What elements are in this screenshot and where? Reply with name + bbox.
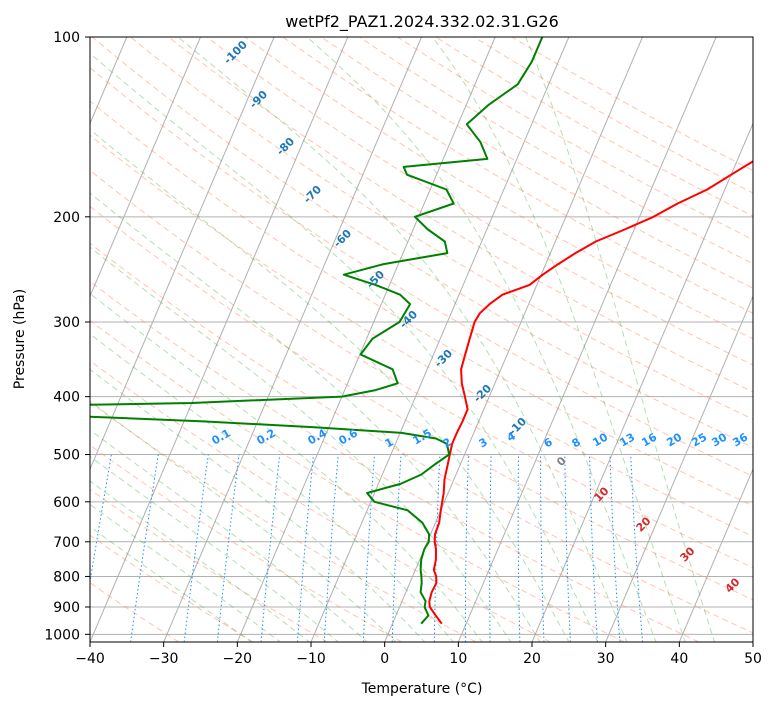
y-tick-label: 1000: [44, 627, 80, 643]
isotherm-line: [310, 37, 570, 642]
dry-adiabat-line: [130, 37, 753, 420]
dry-adiabat-line: [282, 37, 753, 314]
moist-adiabat-line: [90, 333, 455, 642]
y-tick-label: 900: [53, 600, 80, 616]
dry-adiabat-line: [90, 134, 753, 537]
y-tick-label: 500: [53, 448, 80, 464]
isotherm-line: [163, 37, 422, 642]
mixing-ratio-line: [297, 454, 314, 642]
x-axis-label: Temperature (°C): [361, 681, 483, 697]
mixing-ratio-line: [609, 454, 621, 642]
isotherm-line: [457, 37, 717, 642]
moist-adiabat-line: [90, 480, 311, 642]
moist-adiabat-line: [177, 37, 628, 642]
y-tick-label: 100: [53, 30, 80, 46]
dewpoint-line: [90, 37, 544, 625]
moist-adiabat-line: [432, 37, 686, 642]
isotherm-line: [531, 122, 753, 642]
x-tick-label: −20: [223, 651, 253, 667]
moist-adiabat-line: [90, 292, 483, 642]
y-tick-label: 200: [53, 210, 80, 226]
isotherm-line: [384, 37, 643, 642]
moist-adiabat-line: [90, 400, 397, 642]
mixing-ratio-line: [517, 454, 521, 642]
chart-title: wetPf2_PAZ1.2024.332.02.31.G26: [285, 12, 559, 32]
temperature-line: [428, 160, 753, 625]
moist-adiabat-line: [90, 429, 368, 642]
isotherm-line: [90, 37, 349, 642]
moist-adiabat-line: [306, 37, 657, 642]
x-tick-label: −30: [149, 651, 179, 667]
plot-frame: [89, 36, 754, 643]
isotherm-line: [90, 37, 201, 298]
x-tick-label: 20: [523, 651, 541, 667]
y-tick-label: 800: [53, 569, 80, 585]
x-tick-label: 30: [597, 651, 615, 667]
x-tick-label: −10: [296, 651, 326, 667]
moist-adiabat-line: [90, 128, 570, 642]
dry-adiabat-line: [90, 242, 753, 634]
x-tick-label: −40: [75, 651, 105, 667]
mixing-ratio-line: [540, 454, 545, 642]
mixing-ratio-line: [489, 454, 492, 642]
dry-adiabat-line: [90, 534, 254, 642]
x-tick-label: 50: [744, 651, 762, 667]
y-tick-label: 600: [53, 495, 80, 511]
dry-adiabat-line: [206, 37, 753, 366]
dry-adiabat-line: [90, 401, 477, 642]
mixing-ratio-line: [464, 454, 469, 642]
y-tick-label: 400: [53, 390, 80, 406]
dry-adiabat-line: [90, 280, 700, 642]
moist-adiabat-line: [525, 37, 716, 642]
isotherm-line: [605, 295, 753, 642]
dry-adiabat-line: [473, 37, 753, 194]
dry-adiabat-line: [359, 37, 753, 265]
y-axis-label: Pressure (hPa): [12, 289, 28, 389]
moist-adiabat-line: [90, 503, 282, 642]
mixing-ratio-line: [589, 454, 598, 642]
dry-adiabat-line: [244, 37, 753, 340]
dry-adiabat-line: [90, 360, 551, 642]
x-tick-label: 0: [380, 651, 389, 667]
moist-adiabat-line: [90, 526, 253, 642]
mixing-ratio-line: [323, 454, 339, 642]
moist-adiabat-line: [90, 192, 541, 642]
mixing-ratio-line: [391, 454, 402, 642]
dry-adiabat-line: [90, 100, 753, 507]
isotherm-line: [90, 37, 275, 471]
dry-adiabat-line: [511, 37, 753, 171]
dry-adiabat-line: [90, 488, 328, 642]
dry-adiabat-line: [435, 37, 753, 217]
dry-adiabat-line: [91, 37, 753, 449]
y-tick-label: 300: [53, 315, 80, 331]
plot-area: -100-90-80-70-60-50-40-30-20-100.1 0.2 0.4…: [90, 37, 753, 642]
axes: −40 −30 −20 −10 0 10 20 30 40 50 1000 900 800 700 600 5…: [44, 30, 762, 667]
dry-adiabat-line: [90, 67, 753, 477]
dry-adiabat-line: [168, 37, 753, 393]
dry-adiabat-line: [397, 37, 753, 241]
x-tick-label: 40: [670, 651, 688, 667]
mixing-ratio-line: [564, 454, 571, 642]
dry-adiabat-line: [90, 319, 625, 642]
isotherm-line: [678, 467, 753, 642]
x-tick-label: 10: [449, 651, 467, 667]
mixing-ratio-line: [630, 454, 644, 642]
y-tick-label: 700: [53, 535, 80, 551]
isotherm-line: [236, 37, 496, 642]
